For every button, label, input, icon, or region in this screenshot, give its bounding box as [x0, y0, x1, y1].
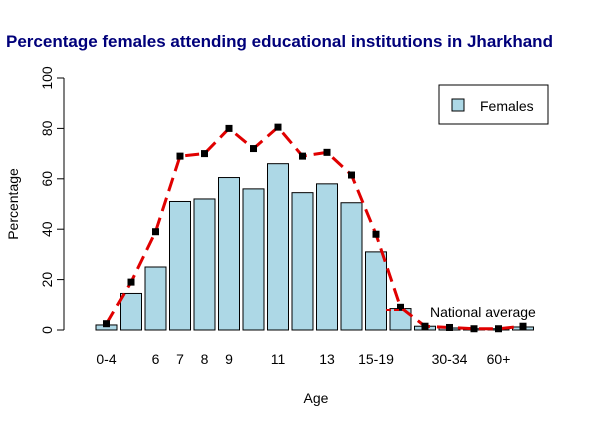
national-average-point-5: [127, 278, 135, 286]
legend: Females: [438, 84, 549, 125]
y-tick-label: 60: [39, 171, 55, 187]
x-axis-tick-labels: 0-4 6 7 8 9 11 13 15-19 30-34 60+: [96, 351, 510, 367]
bar-11: [267, 163, 289, 331]
bar-6: [144, 266, 167, 331]
bar-5: [120, 292, 142, 331]
x-tick-label-6: 6: [152, 351, 160, 367]
x-tick-label-60+: 60+: [487, 351, 511, 367]
national-average-point-35-59: [470, 325, 478, 333]
bar-12: [291, 192, 314, 331]
x-axis-label: Age: [304, 390, 329, 406]
x-tick-label-11: 11: [271, 351, 286, 367]
bar-7: [169, 200, 191, 331]
x-tick-label-9: 9: [225, 351, 233, 367]
national-average-point-20-24: [397, 303, 404, 311]
bar-13: [316, 183, 338, 331]
national-average-point-9: [225, 124, 233, 132]
national-average-point-8: [201, 150, 208, 158]
y-tick-label: 20: [39, 272, 55, 288]
bar-14: [340, 202, 363, 331]
national-average-point-15-19: [372, 230, 380, 238]
national-average-point-11: [274, 123, 282, 131]
bar-9: [218, 177, 240, 331]
national-average-point-12: [299, 152, 306, 160]
bars: [95, 163, 534, 331]
y-tick-label: 40: [39, 221, 55, 237]
x-tick-label-13: 13: [319, 351, 335, 367]
bar-10: [242, 188, 265, 331]
national-average-point-7: [176, 152, 184, 160]
national-average-point-0-4: [103, 320, 110, 328]
y-tick-label: 100: [39, 66, 55, 90]
national-average-point-25-29: [421, 322, 429, 330]
legend-label-females: Females: [480, 98, 534, 114]
national-average-series: [103, 123, 527, 333]
national-average-annotation: National average: [430, 304, 536, 320]
national-average-point-80+: [519, 322, 527, 330]
bar-15-19: [365, 251, 387, 331]
national-average-point-30-34: [446, 323, 453, 331]
national-average-point-13: [323, 148, 331, 156]
y-axis: 0 20 40 60 80 100: [39, 66, 65, 334]
national-average-point-14: [348, 171, 355, 179]
x-tick-label-0-4: 0-4: [96, 351, 116, 367]
national-average-point-6: [152, 228, 159, 236]
x-tick-label-7: 7: [176, 351, 184, 367]
bar-8: [193, 198, 216, 331]
x-tick-label-15-19: 15-19: [358, 351, 394, 367]
x-tick-label-30-34: 30-34: [432, 351, 468, 367]
y-axis-label: Percentage: [5, 168, 21, 240]
national-average-line: [105, 125, 524, 331]
y-tick-label: 0: [39, 326, 55, 334]
chart-title: Percentage females attending educational…: [6, 32, 553, 51]
national-average-point-60+: [495, 325, 502, 333]
y-tick-label: 80: [39, 120, 55, 136]
legend-swatch-females: [451, 98, 465, 112]
x-tick-label-8: 8: [201, 351, 209, 367]
national-average-point-10: [250, 145, 257, 153]
